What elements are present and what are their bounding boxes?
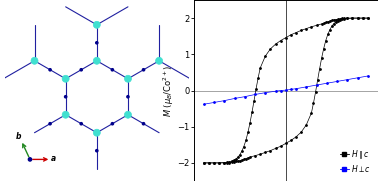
Circle shape [126, 95, 130, 99]
Circle shape [48, 68, 52, 72]
Circle shape [93, 21, 100, 28]
Circle shape [62, 75, 69, 82]
Circle shape [79, 68, 83, 72]
Circle shape [93, 129, 100, 136]
Circle shape [142, 122, 146, 126]
Circle shape [93, 57, 100, 64]
Text: b: b [16, 132, 22, 141]
Legend: $H$$\parallel$$c$, $H$$\perp$$c$: $H$$\parallel$$c$, $H$$\perp$$c$ [336, 145, 374, 177]
Circle shape [31, 57, 38, 64]
Circle shape [62, 111, 69, 118]
Circle shape [48, 122, 52, 126]
Circle shape [95, 41, 99, 45]
Circle shape [64, 95, 68, 99]
Circle shape [79, 122, 83, 126]
Circle shape [28, 158, 32, 161]
Y-axis label: $M$ ($\mu_B$/Co$^{2+}$): $M$ ($\mu_B$/Co$^{2+}$) [161, 64, 176, 117]
Circle shape [156, 57, 163, 64]
Text: a: a [51, 154, 56, 163]
Circle shape [142, 68, 146, 72]
Circle shape [95, 149, 99, 153]
Circle shape [124, 75, 132, 82]
Circle shape [110, 68, 114, 72]
Circle shape [124, 111, 132, 118]
Circle shape [110, 122, 114, 126]
